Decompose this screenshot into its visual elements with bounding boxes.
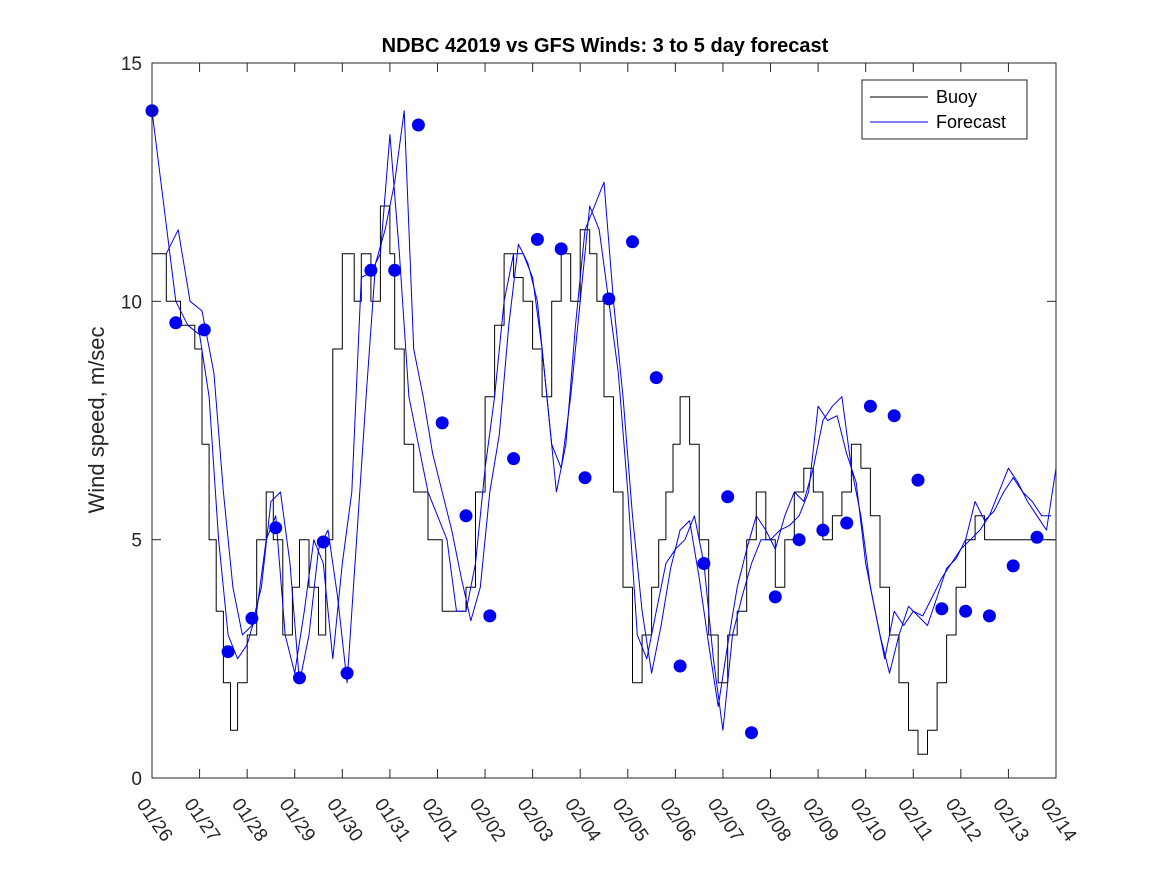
forecast-point — [459, 509, 473, 523]
legend-box — [861, 79, 1028, 140]
forecast-point — [411, 118, 425, 132]
forecast-point — [792, 533, 806, 547]
y-axis-label: Wind speed, m/sec — [84, 326, 109, 513]
y-tick-label: 15 — [121, 54, 142, 75]
forecast-point — [626, 235, 639, 249]
forecast-point — [507, 452, 521, 466]
legend-buoy-label: Buoy — [936, 87, 977, 107]
forecast-point — [649, 371, 663, 385]
forecast-point — [935, 602, 949, 616]
forecast-markers — [145, 104, 1044, 740]
forecast-point — [982, 609, 996, 623]
forecast-point — [602, 292, 616, 306]
forecast-point — [911, 473, 925, 487]
forecast-point — [887, 409, 901, 423]
forecast-point — [721, 490, 735, 504]
y-tick-label: 0 — [131, 769, 142, 790]
forecast-point — [245, 611, 259, 625]
forecast-point — [388, 263, 402, 277]
forecast-point — [1006, 559, 1020, 573]
y-tick-label: 10 — [121, 292, 142, 313]
forecast-point — [840, 516, 854, 530]
forecast-point — [554, 242, 568, 256]
forecast-point — [697, 557, 711, 570]
legend: Buoy Forecast — [861, 79, 1028, 140]
buoy-series-line — [152, 205, 1056, 755]
y-tick-label: 5 — [131, 531, 142, 552]
forecast-point — [197, 323, 211, 337]
forecast-point — [435, 416, 449, 430]
forecast-point — [816, 523, 830, 537]
legend-forecast-label: Forecast — [936, 112, 1006, 132]
forecast-point — [745, 726, 758, 740]
forecast-point — [673, 659, 687, 673]
forecast-point — [316, 535, 330, 549]
chart-title: NDBC 42019 vs GFS Winds: 3 to 5 day fore… — [382, 35, 829, 57]
forecast-point — [483, 609, 497, 623]
forecast-point — [530, 232, 544, 246]
plot-frame — [151, 62, 1057, 779]
forecast-point — [169, 316, 183, 330]
y-axis: 0 5 10 15 — [121, 54, 1056, 790]
forecast-point — [1030, 530, 1044, 544]
forecast-point — [340, 666, 354, 680]
forecast-point — [863, 399, 877, 413]
forecast-point — [269, 521, 283, 535]
forecast-point — [364, 263, 378, 277]
plot-area — [152, 63, 1056, 778]
forecast-point — [768, 590, 782, 604]
forecast-point — [293, 671, 306, 685]
forecast-point — [959, 604, 973, 618]
forecast-point — [221, 645, 235, 659]
forecast-point — [578, 471, 592, 485]
